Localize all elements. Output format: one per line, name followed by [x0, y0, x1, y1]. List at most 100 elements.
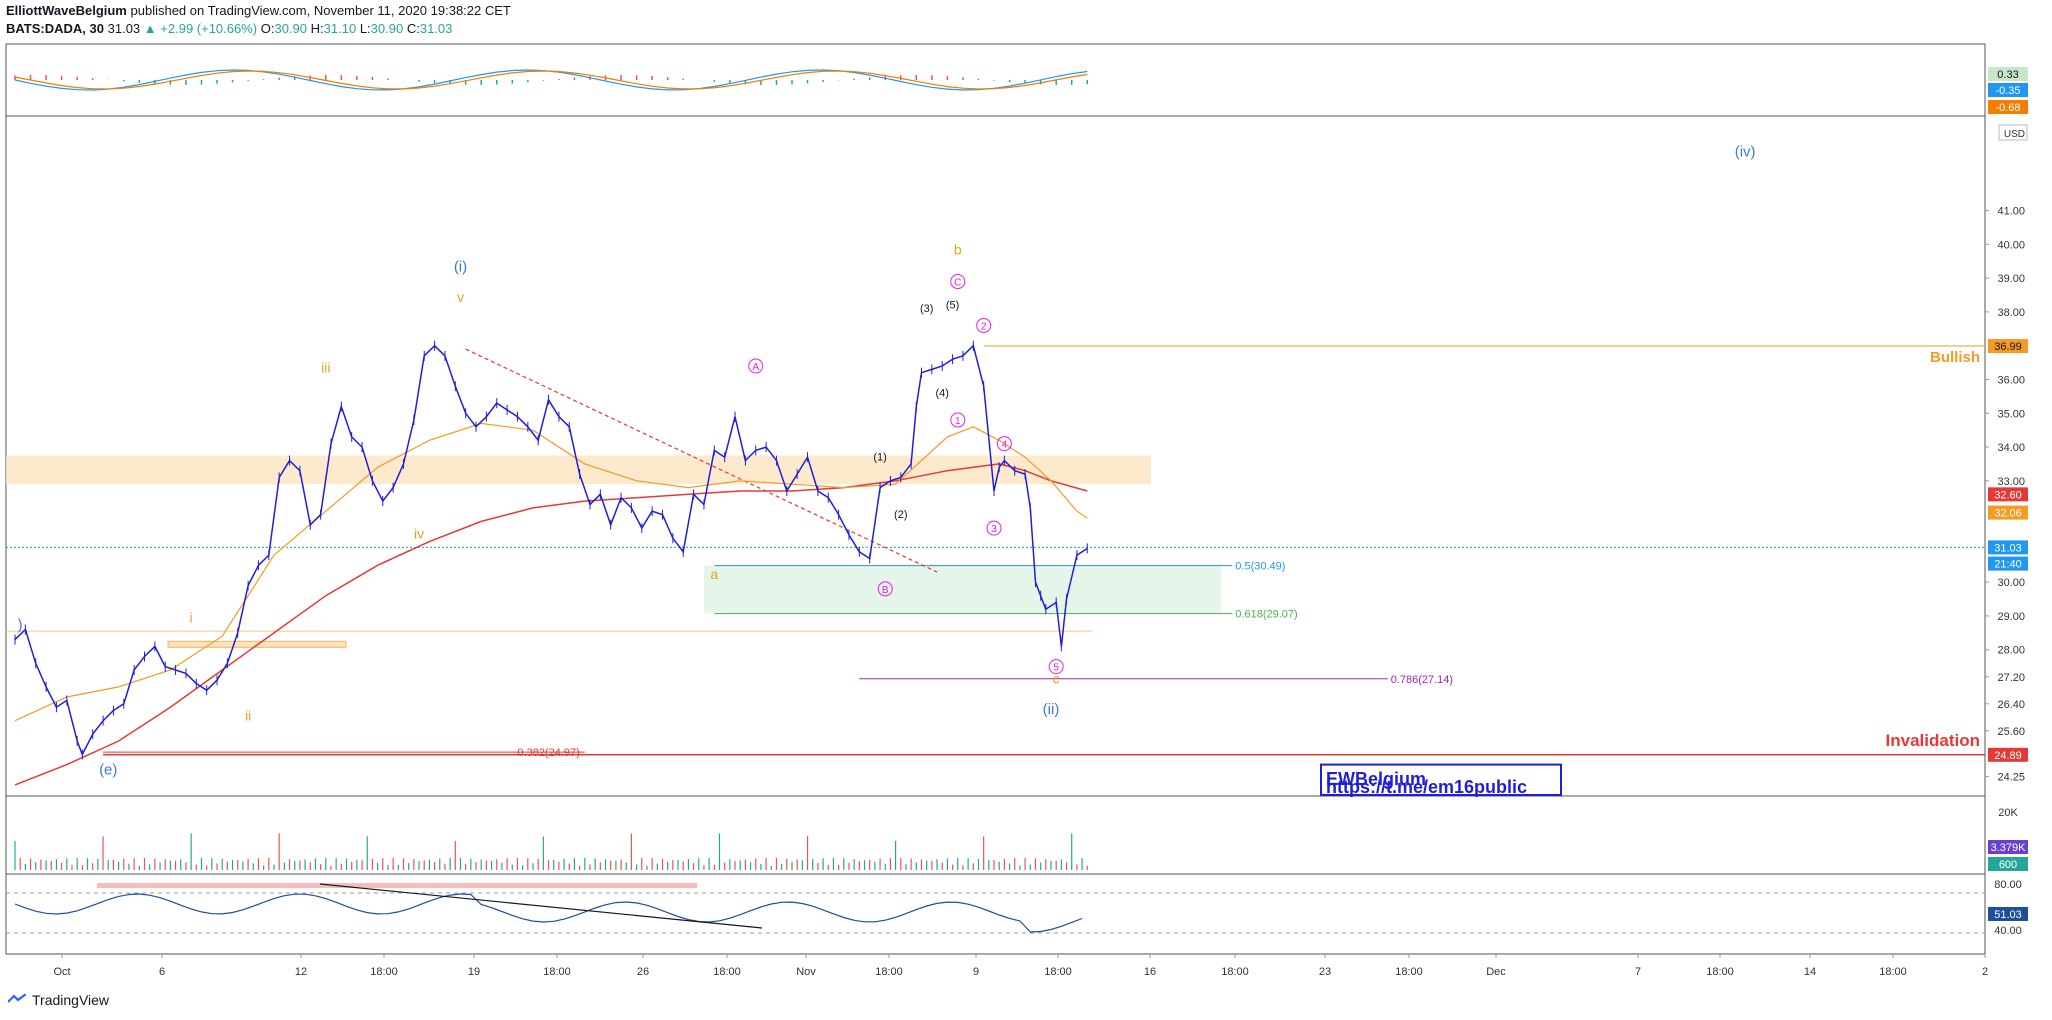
wave-label-0: (i) [454, 258, 467, 275]
macd-pane [5, 43, 1986, 117]
circle-label-ring-3 [950, 412, 966, 428]
close-value: 31.03 [419, 21, 453, 36]
x-tick-label-3: 18:00 [370, 966, 398, 978]
target-zone [704, 565, 1221, 614]
fib-618-label: 0.618(29.07) [1235, 609, 1297, 621]
x-tick-label-10: 9 [973, 966, 979, 978]
circle-label-3: 1 [955, 416, 961, 427]
x-tick-label-2: 12 [295, 966, 307, 978]
last-price: 31.03 [107, 21, 141, 36]
wave-label-3: (e) [99, 762, 117, 779]
axis-label-3: 21:40 [1994, 559, 2022, 571]
y-tick-label-4: 36.00 [1997, 374, 2025, 386]
macd-axis-box-0 [1988, 67, 2028, 81]
volume-axis-box-2 [1988, 857, 2028, 871]
circle-label-ring-1 [877, 581, 893, 597]
wave-label-4: ) [18, 616, 23, 633]
y-tick-label-10: 28.00 [1997, 645, 2025, 657]
y-tick-label-12: 26.40 [1997, 699, 2025, 711]
wave-label-6: ii [245, 708, 251, 724]
watermark-line2: https://t.me/em16public [1326, 777, 1527, 797]
x-tick-label-19: 14 [1804, 966, 1816, 978]
open-value: 30.90 [274, 21, 308, 36]
tradingview-brand[interactable]: TradingView [32, 992, 110, 1008]
rsi-axis-label-2: 51.03 [1994, 909, 2022, 921]
rsi-axis-box [1988, 907, 2028, 921]
macd-axis-label-0: 0.33 [1997, 69, 2018, 81]
y-tick-label-3: 38.00 [1997, 307, 2025, 319]
circle-label-7: 5 [1053, 663, 1059, 674]
volume-axis-label-2: 600 [1999, 859, 2017, 871]
high-value: 31.10 [323, 21, 357, 36]
volume-axis-label-0: 20K [1998, 807, 2018, 819]
x-tick-label-8: Nov [796, 966, 816, 978]
price-change: ▲ +2.99 (+10.66%) [143, 21, 258, 36]
rsi-pane [5, 873, 1986, 955]
circle-label-ring-7 [1048, 659, 1064, 675]
x-tick-label-1: 6 [159, 966, 165, 978]
x-tick-label-7: 18:00 [713, 966, 741, 978]
x-tick-label-20: 18:00 [1879, 966, 1907, 978]
invalidation-label: Invalidation [1886, 731, 1980, 750]
currency-label: USD [2004, 129, 2025, 140]
x-tick-label-4: 19 [468, 966, 480, 978]
sma-line [14, 463, 1088, 786]
rsi-axis-label-1: 40.00 [1994, 925, 2022, 937]
circle-label-ring-0 [748, 358, 764, 374]
ema-line [14, 422, 1088, 722]
circle-label-6: 4 [1002, 440, 1008, 451]
circle-label-ring-5 [986, 520, 1002, 536]
fib-382-label: 0.382(24.97) [517, 747, 579, 759]
x-tick-label-18: 18:00 [1706, 966, 1734, 978]
bullish-label: Bullish [1930, 349, 1980, 366]
y-tick-label-0: 41.00 [1997, 206, 2025, 218]
y-tick-label-5: 35.00 [1997, 408, 2025, 420]
wave-label-17: (5) [946, 300, 959, 312]
y-tick-label-14: 24.25 [1997, 771, 2025, 783]
invalidation-axis-box [1988, 747, 2028, 762]
circle-label-ring-2 [950, 274, 966, 290]
currency-box [1998, 124, 2028, 141]
axis-label-1: 32.06 [1994, 508, 2022, 520]
x-tick-label-9: 18:00 [875, 966, 903, 978]
axis-label-2: 31.03 [1994, 542, 2022, 554]
x-tick-label-21: 2 [1982, 966, 1988, 978]
circle-label-5: 3 [991, 524, 997, 535]
y-tick-label-9: 29.00 [1997, 611, 2025, 623]
axis-label-0: 32.60 [1994, 489, 2022, 501]
price-line [14, 344, 1088, 757]
rsi-axis-label-0: 80.00 [1994, 879, 2022, 891]
volume-axis-label-1: 3.379K [1991, 842, 2027, 854]
y-tick-label-13: 25.60 [1997, 726, 2025, 738]
circle-label-0: A [752, 362, 759, 373]
macd-axis-box-2 [1988, 100, 2028, 114]
tradingview-logo-icon[interactable] [8, 994, 26, 1006]
trendline [465, 348, 938, 573]
wave-label-15: (3) [920, 303, 933, 315]
y-tick-label-1: 40.00 [1997, 239, 2025, 251]
x-tick-label-6: 26 [637, 966, 649, 978]
x-tick-label-17: 7 [1635, 966, 1641, 978]
low-value: 30.90 [370, 21, 404, 36]
y-tick-label-2: 39.00 [1997, 273, 2025, 285]
x-tick-label-13: 18:00 [1221, 966, 1249, 978]
y-tick-label-6: 34.00 [1997, 442, 2025, 454]
footer: TradingView [8, 992, 109, 1008]
y-tick-label-8: 30.00 [1997, 577, 2025, 589]
symbol-label[interactable]: BATS:DADA, 30 [6, 21, 104, 36]
wave-label-1: (ii) [1043, 701, 1060, 718]
wave-label-10: a [710, 566, 718, 582]
circle-label-4: 2 [981, 321, 987, 332]
axis-box-0 [1988, 487, 2028, 502]
axis-box-1 [1988, 505, 2028, 520]
y-tick-label-11: 27.20 [1997, 672, 2025, 684]
author-name[interactable]: ElliottWaveBelgium [6, 3, 127, 18]
rsi-line [14, 893, 1083, 933]
circle-label-ring-6 [996, 436, 1012, 452]
axis-box-3 [1988, 556, 2028, 571]
x-tick-label-14: 23 [1319, 966, 1331, 978]
x-tick-label-12: 16 [1144, 966, 1156, 978]
axis-box-2 [1988, 540, 2028, 555]
wave-label-16: (4) [935, 387, 948, 399]
